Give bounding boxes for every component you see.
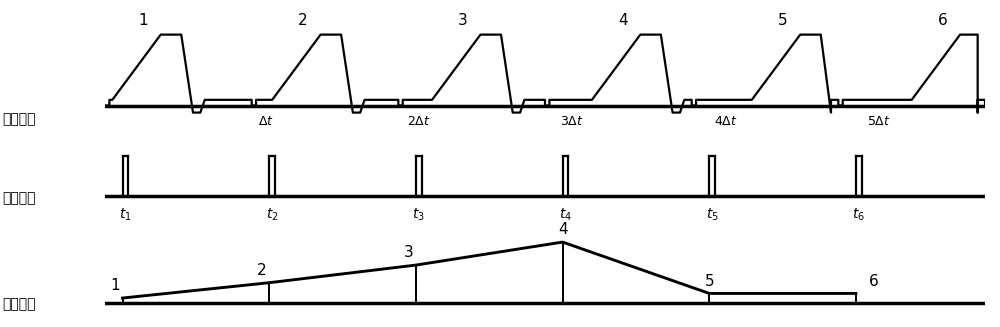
Text: 5: 5 [704,274,714,289]
Text: $2\Delta t$: $2\Delta t$ [407,114,431,128]
Text: $t_4$: $t_4$ [559,207,572,223]
Text: 6: 6 [938,12,947,27]
Text: $5\Delta t$: $5\Delta t$ [867,114,891,128]
Text: $t_5$: $t_5$ [706,207,719,223]
Text: $3\Delta t$: $3\Delta t$ [560,114,584,128]
Text: 2: 2 [298,12,308,27]
Text: 3: 3 [404,246,413,261]
Text: 离散波形: 离散波形 [2,297,36,311]
Text: 6: 6 [869,274,878,289]
Text: 4: 4 [558,222,567,237]
Text: 5: 5 [778,12,787,27]
Text: 3: 3 [458,12,468,27]
Text: 1: 1 [110,278,120,293]
Text: 4: 4 [618,12,628,27]
Text: $4\Delta t$: $4\Delta t$ [714,114,737,128]
Text: $t_1$: $t_1$ [119,207,132,223]
Text: $t_2$: $t_2$ [266,207,279,223]
Text: $\Delta t$: $\Delta t$ [258,114,274,128]
Text: 2: 2 [257,263,267,278]
Text: $t_3$: $t_3$ [412,207,425,223]
Text: 输入波形: 输入波形 [2,112,36,126]
Text: 1: 1 [138,12,148,27]
Text: $t_6$: $t_6$ [852,207,865,223]
Text: 触发脉冲: 触发脉冲 [2,191,36,205]
